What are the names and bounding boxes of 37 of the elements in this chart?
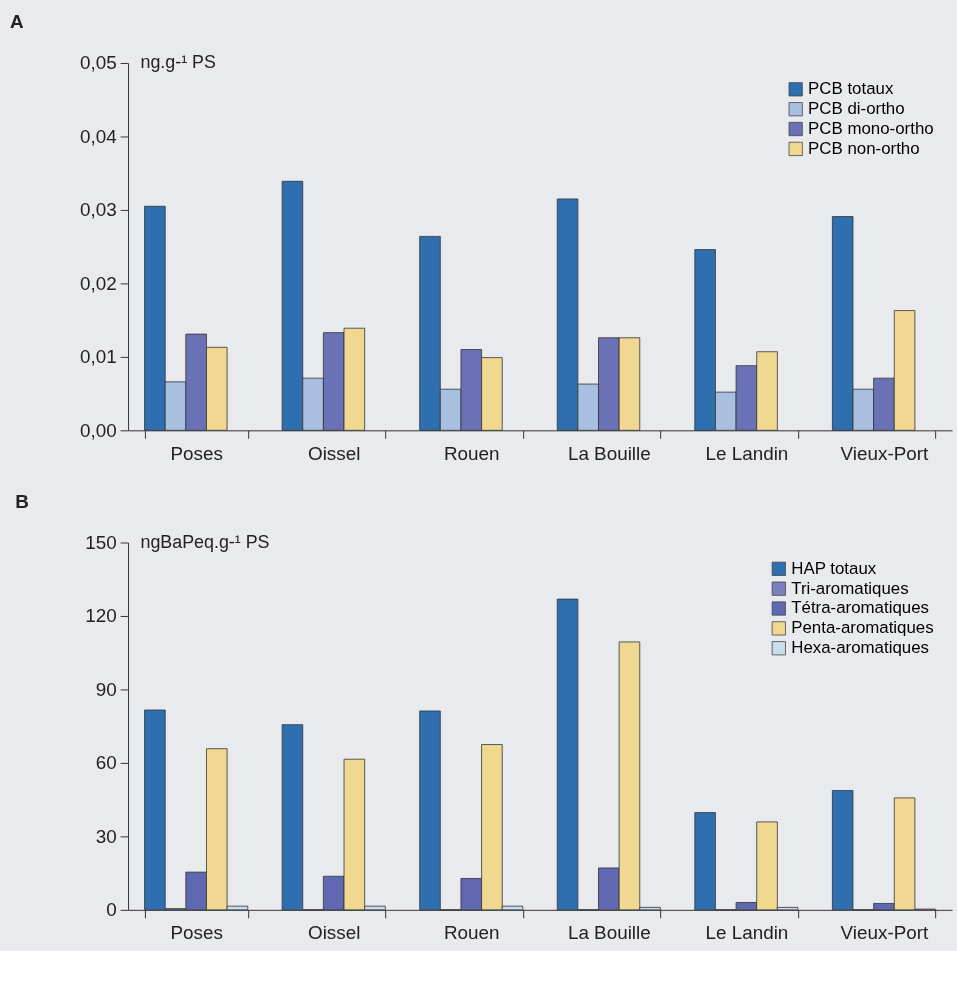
x-tick-label: Poses xyxy=(170,922,223,944)
x-tick-label: Le Landin xyxy=(705,922,789,944)
legend-label: Tri-aromatiques xyxy=(791,578,909,598)
chart-title: A xyxy=(9,11,24,33)
x-tick-label: Poses xyxy=(170,442,223,464)
x-tick-label: Vieux-Port xyxy=(840,922,930,944)
chart-title: B xyxy=(15,490,29,512)
legend-label: PCB non-ortho xyxy=(808,138,920,158)
x-tick-label: Vieux-Port xyxy=(840,442,930,464)
y-tick-label: 0,01 xyxy=(79,346,117,368)
legend-label: Penta-aromatiques xyxy=(791,618,934,638)
legend-label: PCB totaux xyxy=(808,79,894,99)
x-tick-label: Rouen xyxy=(443,922,500,944)
x-tick-label: Oissel xyxy=(308,442,361,464)
y-tick-label: 0 xyxy=(106,899,117,921)
x-tick-label: Oissel xyxy=(308,922,361,944)
x-tick-label: Rouen xyxy=(443,442,500,464)
y-tick-label: 0,00 xyxy=(79,419,117,441)
y-axis-title: ngBaPeq.g-¹ PS xyxy=(140,531,270,552)
y-axis-title: ng.g-¹ PS xyxy=(140,52,216,73)
y-tick-label: 0,02 xyxy=(79,272,117,294)
y-tick-label: 150 xyxy=(85,531,117,553)
y-tick-label: 90 xyxy=(95,678,117,700)
legend-label: Tétra-aromatiques xyxy=(791,598,929,618)
legend-label: PCB mono-ortho xyxy=(808,119,934,138)
legend-label: HAP totaux xyxy=(791,558,877,578)
x-tick-label: La Bouille xyxy=(567,442,651,464)
x-tick-label: La Bouille xyxy=(567,922,651,944)
y-tick-label: 0,05 xyxy=(79,52,117,74)
legend-label: Hexa-aromatiques xyxy=(791,638,929,658)
y-tick-label: 120 xyxy=(85,605,117,627)
legend-label: PCB di-ortho xyxy=(808,99,905,119)
y-tick-label: 0,04 xyxy=(79,125,117,147)
y-tick-label: 30 xyxy=(95,825,117,847)
x-tick-label: Le Landin xyxy=(705,442,789,464)
y-tick-label: 0,03 xyxy=(79,199,117,221)
y-tick-label: 60 xyxy=(95,752,117,774)
